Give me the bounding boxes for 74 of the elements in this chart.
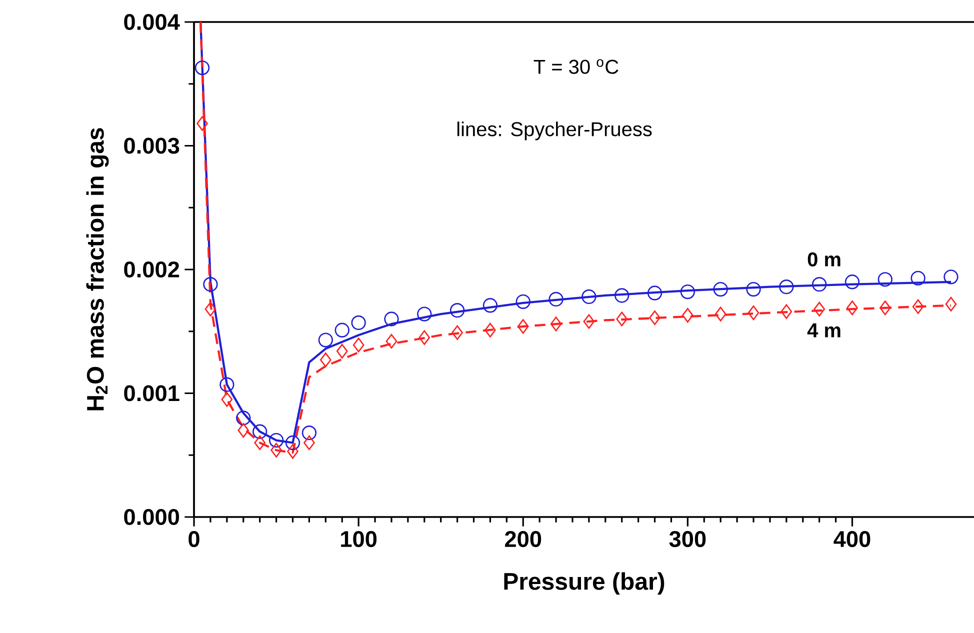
point (196, 116, 208, 131)
y-tick-label: 0.000 (124, 508, 180, 526)
x-tick-label: 0 (188, 531, 200, 548)
point (484, 322, 496, 338)
point (386, 334, 398, 349)
point (844, 274, 860, 290)
y-tick-label: 0.003 (124, 138, 180, 154)
point (550, 316, 562, 332)
point (194, 60, 210, 76)
point (252, 424, 268, 439)
point (614, 288, 630, 303)
point (814, 302, 825, 316)
series-label: 4 m (807, 323, 840, 338)
x-axis-title: Pressure (bar) (504, 572, 664, 595)
point (779, 279, 794, 294)
point (287, 444, 298, 459)
point (270, 442, 282, 458)
point (647, 286, 662, 300)
y-tick-label: 0.004 (124, 14, 180, 30)
point (452, 325, 463, 340)
series-label: 0 m (808, 252, 840, 266)
point (384, 312, 399, 326)
point (548, 292, 564, 307)
point (221, 392, 233, 407)
point (682, 308, 694, 323)
point (268, 432, 284, 448)
point (582, 289, 596, 304)
point (780, 304, 792, 319)
point (320, 352, 332, 368)
point (616, 312, 628, 326)
point (713, 282, 728, 297)
point (944, 270, 958, 284)
point (351, 315, 366, 330)
point (318, 332, 333, 348)
annotation: lines: Spycher-Pruess (457, 122, 652, 140)
point (516, 294, 530, 310)
point (846, 300, 858, 316)
point (302, 426, 317, 440)
point (912, 299, 924, 314)
point (418, 330, 430, 345)
y-axis-title: H$_{2}$O mass fraction in gas (86, 128, 109, 410)
annotation: T = 30 $^{o}$C (534, 59, 618, 74)
point (748, 305, 760, 320)
point (878, 272, 892, 287)
point (304, 435, 315, 450)
x-tick-label: 300 (669, 531, 706, 548)
point (450, 303, 465, 318)
point (680, 284, 696, 300)
point (945, 296, 957, 312)
point (583, 314, 595, 329)
point (714, 306, 726, 322)
point (238, 423, 250, 438)
point (204, 302, 216, 316)
point (517, 319, 529, 334)
point (254, 435, 266, 450)
point (203, 277, 218, 292)
point (336, 344, 348, 359)
x-tick-label: 200 (505, 531, 542, 548)
point (879, 300, 891, 316)
point (220, 377, 234, 392)
y-tick-label: 0.001 (124, 385, 180, 402)
x-tick-label: 400 (834, 531, 870, 548)
point (746, 282, 761, 297)
point (649, 310, 660, 326)
point (352, 338, 364, 352)
y-tick-label: 0.002 (124, 261, 180, 278)
point (417, 306, 432, 322)
x-tick-label: 100 (341, 531, 377, 548)
point (334, 322, 350, 338)
point (236, 410, 251, 426)
point (812, 277, 827, 292)
point (482, 298, 498, 313)
point (285, 435, 300, 450)
point (910, 270, 926, 286)
